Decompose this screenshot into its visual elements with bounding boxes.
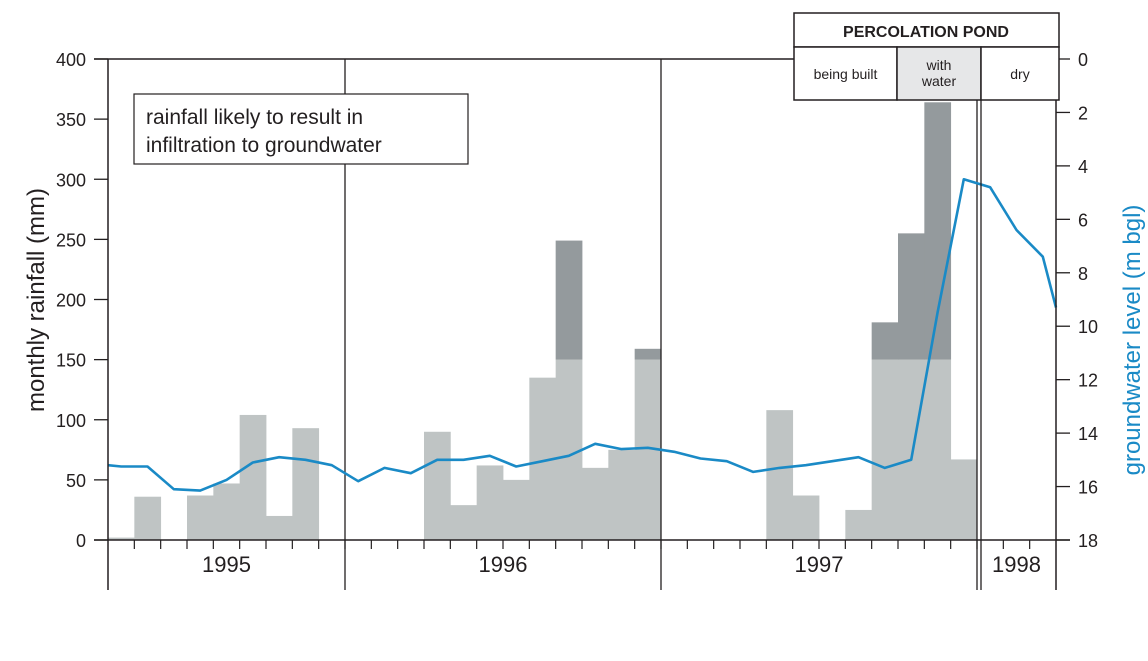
pond-phase-label: dry [1010,66,1029,82]
right-tick-label: 16 [1078,478,1098,498]
rainfall-bar [108,537,135,540]
pond-phase-label: with [926,57,952,73]
rainfall-bar [950,459,978,540]
rainfall-bar [924,359,952,540]
left-tick-label: 0 [76,531,86,551]
rainfall-bar [292,428,320,540]
year-label: 1997 [795,552,844,577]
pond-phase-cell [980,46,1060,101]
pond-phase-cell [896,46,982,101]
rainfall-bar [213,483,241,540]
rainfall-bar [134,496,162,540]
left-tick-label: 350 [56,110,86,130]
right-axis-label: groundwater level (m bgl) [1119,205,1146,476]
right-axis-ticks: 0 2 4 6 8 10 12 14 16 18 [1056,50,1098,551]
rainfall-bar [503,479,530,540]
rainfall-bar-infiltration [898,233,925,360]
rainfall-bar [608,449,636,540]
rainfall-bar [845,509,873,540]
year-label: 1998 [992,552,1041,577]
year-label: 1996 [479,552,528,577]
right-tick-label: 2 [1078,103,1088,123]
right-tick-label: 18 [1078,531,1098,551]
left-tick-label: 50 [66,471,86,491]
rainfall-bar-infiltration [924,102,952,360]
left-tick-label: 100 [56,411,86,431]
rainfall-bar [766,410,794,540]
rainfall-bar [555,359,583,540]
annotation-frame [133,93,469,165]
right-tick-label: 14 [1078,424,1098,444]
month-ticks [133,540,1031,549]
rainfall-bar [187,495,214,540]
rainfall-bar [424,431,451,540]
annotation-box: rainfall likely to result in infiltratio… [133,93,469,165]
rainfall-bar [582,467,609,540]
right-tick-label: 12 [1078,371,1098,391]
rainfall-bar [898,359,925,540]
rainfall-bar [450,505,478,540]
right-tick-label: 4 [1078,157,1088,177]
right-tick-label: 8 [1078,264,1088,284]
groundwater-line [107,178,1058,492]
rainfall-bar [476,465,504,540]
left-axis-label: monthly rainfall (mm) [23,188,50,412]
left-tick-label: 300 [56,170,86,190]
right-tick-label: 6 [1078,210,1088,230]
year-labels: 1995 1996 1997 1998 [202,552,1041,577]
rainfall-bar [871,359,899,540]
rainfall-bar-infiltration [871,322,899,360]
pond-phase-label: being built [814,66,878,82]
left-axis-ticks: 0 50 100 150 200 250 300 350 400 [56,50,108,551]
left-tick-label: 200 [56,291,86,311]
pond-phase-label: water [921,73,957,89]
annotation-line-1: rainfall likely to result in [146,106,363,129]
right-tick-label: 10 [1078,317,1098,337]
annotation-line-2: infiltration to groundwater [146,134,382,157]
left-tick-label: 150 [56,351,86,371]
rainfall-bar [792,495,820,540]
rainfall-bar-infiltration [555,240,583,360]
groundwater-line-group [107,178,1058,492]
rainfall-bar [239,414,267,540]
pond-title: PERCOLATION POND [843,24,1009,41]
right-tick-label: 0 [1078,50,1088,70]
left-tick-label: 400 [56,50,86,70]
rainfall-bars [108,102,978,540]
rainfall-bar [266,515,293,540]
year-label: 1995 [202,552,251,577]
pond-phase-cell [793,46,898,101]
rainfall-bar-infiltration [634,348,662,360]
left-tick-label: 250 [56,230,86,250]
